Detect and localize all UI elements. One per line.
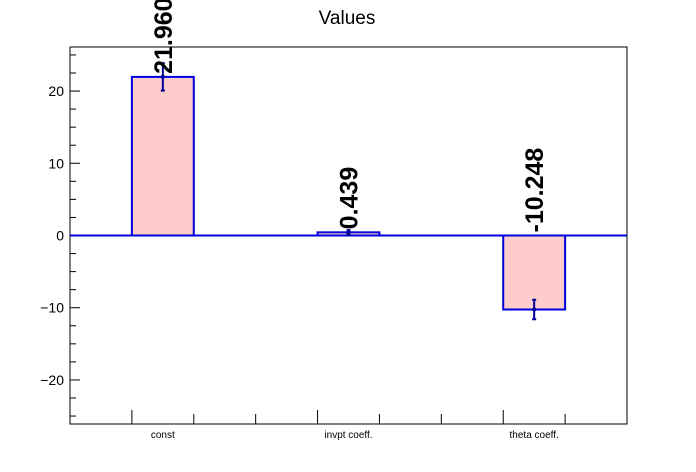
- data-label: 0.439: [336, 167, 364, 230]
- x-tick-label: invpt coeff.: [324, 430, 372, 441]
- error-bars: [160, 62, 537, 321]
- x-tick-labels: const invpt coeff. theta coeff.: [151, 430, 559, 441]
- bar-series: [130, 75, 567, 311]
- bar-const: [130, 75, 195, 237]
- y-tick-label: 10: [48, 155, 64, 171]
- value-marker: [160, 74, 165, 79]
- y-tick-label: 0: [56, 228, 64, 244]
- value-marker: [532, 307, 537, 312]
- data-labels: 21.960 0.439 -10.248: [150, 0, 549, 233]
- data-label: -10.248: [521, 148, 549, 233]
- chart-title: Values: [319, 8, 376, 29]
- y-tick-label: −10: [40, 300, 64, 316]
- y-tick-label: 20: [48, 83, 64, 99]
- bar-theta-coeff-: [502, 234, 567, 311]
- value-marker: [346, 230, 351, 235]
- x-tick-label: const: [151, 430, 175, 441]
- x-tick-label: theta coeff.: [510, 430, 559, 441]
- y-tick-label: −20: [40, 372, 64, 388]
- data-label: 21.960: [150, 0, 178, 74]
- y-axis: −20 −10 0 10 20: [40, 54, 80, 417]
- x-axis: [131, 410, 566, 424]
